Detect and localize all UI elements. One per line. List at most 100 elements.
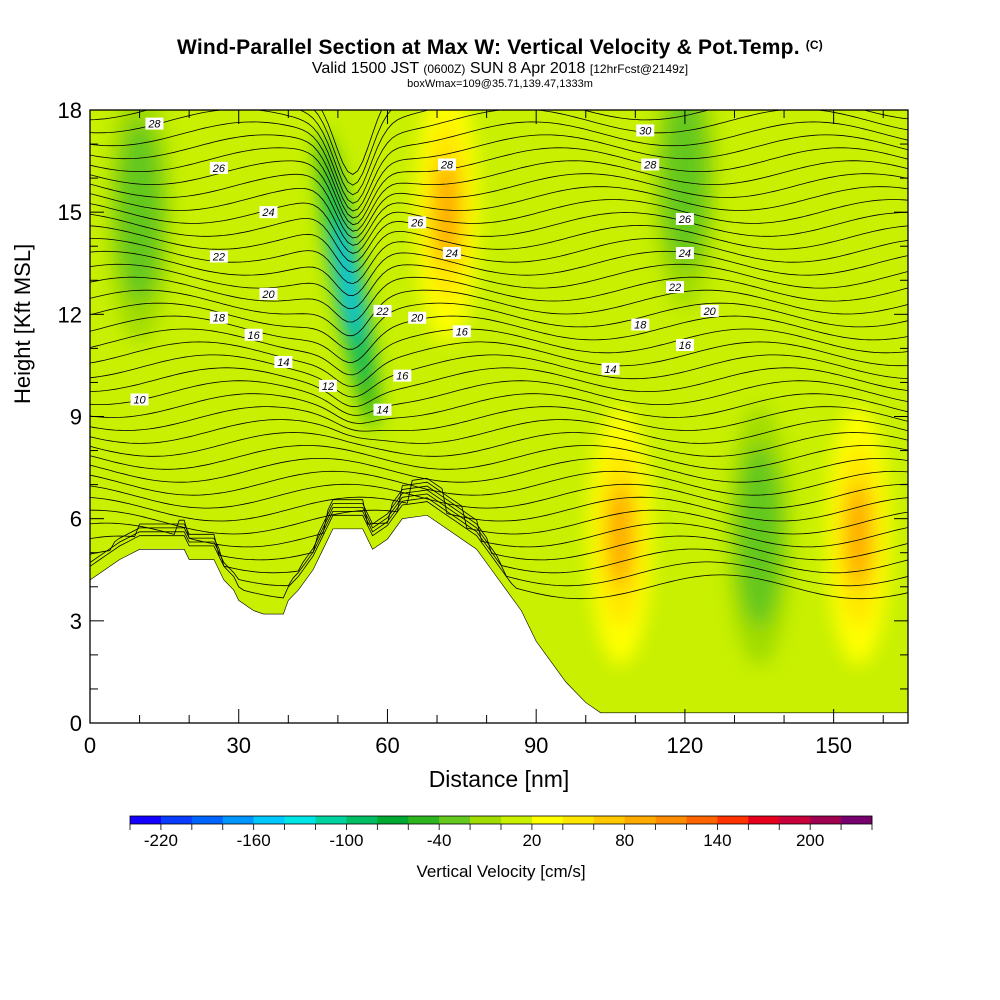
y-tick-label: 15 bbox=[58, 200, 82, 225]
theta-label-text: 20 bbox=[261, 289, 275, 301]
theta-contour bbox=[90, 263, 908, 310]
velocity-feature bbox=[826, 405, 891, 666]
theta-label-text: 18 bbox=[213, 313, 226, 325]
plot-area: 10 12 14 14 14 16 16 16 16 18 18 20 20 20 22 22 22 24 24 24… bbox=[89, 109, 909, 724]
theta-label-text: 18 bbox=[634, 320, 647, 332]
theta-contour bbox=[90, 493, 908, 574]
theta-contour bbox=[90, 250, 908, 297]
theta-label-text: 26 bbox=[678, 214, 692, 226]
theta-label-bg bbox=[209, 161, 228, 174]
feature-level bbox=[845, 483, 872, 588]
colorbar-swatch bbox=[408, 816, 440, 824]
theta-label-text: 16 bbox=[396, 371, 409, 383]
theta-label-bg bbox=[437, 158, 456, 171]
colorbar-swatch bbox=[686, 816, 718, 824]
theta-label: 22 bbox=[373, 304, 392, 318]
theta-label-text: 10 bbox=[133, 394, 146, 406]
feature-level bbox=[126, 160, 153, 265]
x-axis-label: Distance [nm] bbox=[428, 766, 570, 792]
theta-label-text: 22 bbox=[668, 282, 681, 294]
theta-contour bbox=[90, 199, 908, 254]
theta-contour bbox=[90, 147, 908, 226]
theta-label: 22 bbox=[665, 281, 684, 294]
theta-label: 24 bbox=[259, 206, 278, 219]
theta-label-bg bbox=[631, 318, 650, 331]
feature-level bbox=[434, 160, 460, 265]
theta-label-bg bbox=[442, 247, 461, 260]
theta-contour bbox=[90, 186, 908, 246]
theta-contour bbox=[90, 497, 908, 587]
theta-label: 24 bbox=[675, 247, 694, 260]
theta-contour bbox=[90, 367, 908, 408]
theta-contour bbox=[90, 328, 908, 376]
theta-label: 24 bbox=[442, 247, 461, 260]
x-tick-label: 120 bbox=[667, 733, 704, 758]
theta-label: 28 bbox=[437, 158, 456, 171]
colorbar-swatch bbox=[222, 816, 254, 824]
colorbar-swatch bbox=[810, 816, 842, 824]
x-axis: 0 30 60 90 120 150 bbox=[84, 110, 884, 758]
theta-label-bg bbox=[259, 287, 278, 300]
y-tick-label: 18 bbox=[58, 98, 82, 123]
colorbar-swatch bbox=[130, 816, 162, 824]
valid-time-line: Valid 1500 JST (0600Z) SUN 8 Apr 2018 [1… bbox=[0, 60, 1000, 78]
theta-label-bg bbox=[259, 206, 278, 219]
theta-label-text: 14 bbox=[376, 405, 388, 417]
y-tick-label: 9 bbox=[70, 405, 82, 430]
theta-label: 22 bbox=[209, 250, 228, 263]
theta-contour bbox=[90, 485, 908, 548]
colorbar-swatch bbox=[439, 816, 471, 824]
theta-label-bg bbox=[373, 403, 392, 416]
colorbar-tick-label: -40 bbox=[427, 831, 452, 850]
theta-label-bg bbox=[675, 338, 694, 351]
colorbar-swatch bbox=[470, 816, 502, 824]
colorbar-label: Vertical Velocity [cm/s] bbox=[416, 862, 586, 881]
box-info: boxWmax=109@35.71,139.47,1333m bbox=[407, 78, 593, 90]
valid-utc: (0600Z) bbox=[423, 62, 466, 76]
theta-label-bg bbox=[665, 281, 684, 294]
theta-label-bg bbox=[145, 117, 164, 130]
colorbar-swatch bbox=[315, 816, 347, 824]
valid-prefix: Valid 1500 JST bbox=[311, 60, 419, 77]
theta-label-text: 28 bbox=[440, 159, 454, 171]
colorbar-tick-label: 20 bbox=[522, 831, 541, 850]
theta-label-bg bbox=[318, 379, 337, 392]
colorbar-tick-label: 80 bbox=[615, 831, 634, 850]
theta-label-text: 16 bbox=[456, 326, 469, 338]
theta-label-bg bbox=[636, 124, 655, 137]
theta-label-text: 28 bbox=[643, 159, 657, 171]
theta-label: 10 bbox=[130, 393, 149, 406]
colorbar: -220 -160 -100 -40 20 80 140 200 bbox=[129, 815, 873, 850]
colorbar-swatch bbox=[501, 816, 533, 824]
theta-label-bg bbox=[209, 311, 228, 324]
theta-label: 18 bbox=[631, 318, 650, 332]
theta-label-text: 22 bbox=[212, 251, 225, 263]
theta-label: 16 bbox=[675, 338, 694, 352]
velocity-feature bbox=[588, 405, 653, 666]
theta-label-text: 24 bbox=[678, 248, 691, 260]
theta-label: 12 bbox=[318, 379, 337, 393]
x-tick-label: 60 bbox=[375, 733, 399, 758]
theta-contour bbox=[90, 477, 908, 522]
theta-label-text: 24 bbox=[261, 207, 274, 219]
theta-contour bbox=[90, 276, 908, 323]
theta-label: 14 bbox=[373, 403, 392, 417]
colorbar-tick-label: 140 bbox=[703, 831, 731, 850]
velocity-feature bbox=[652, 110, 717, 309]
copyright-mark: (C) bbox=[805, 38, 823, 52]
theta-label: 26 bbox=[209, 161, 228, 175]
colorbar-swatch bbox=[717, 816, 749, 824]
colorbar-swatch bbox=[531, 816, 564, 824]
theta-contour bbox=[90, 501, 908, 600]
x-tick-label: 0 bbox=[84, 733, 96, 758]
x-tick-label: 150 bbox=[815, 733, 852, 758]
theta-contour bbox=[90, 483, 908, 509]
colorbar-tick-label: 200 bbox=[796, 831, 824, 850]
forecast-info: [12hrFcst@2149z] bbox=[589, 62, 689, 76]
y-axis-label-wrap: Height [Kft MSL] bbox=[10, 244, 40, 418]
theta-label-text: 28 bbox=[147, 119, 161, 131]
theta-contour bbox=[90, 121, 908, 212]
colorbar-swatch bbox=[191, 816, 224, 824]
theta-label-text: 26 bbox=[410, 217, 424, 229]
